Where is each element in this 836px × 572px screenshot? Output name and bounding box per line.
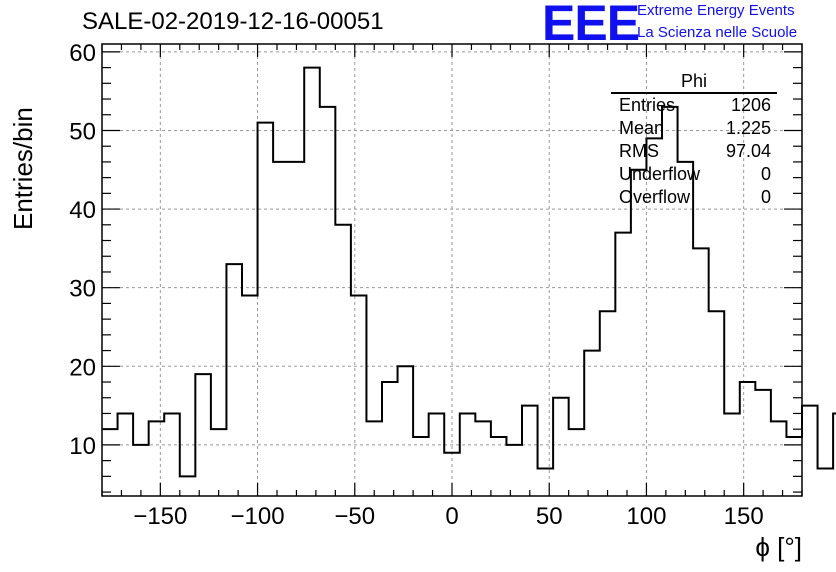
histogram-outline	[102, 66, 836, 478]
histogram-bin	[195, 374, 211, 496]
histogram-bin	[382, 382, 398, 496]
stats-value: 0	[760, 164, 771, 184]
histogram-bin	[133, 445, 149, 496]
histogram-bin	[538, 468, 554, 496]
stats-value: 1206	[730, 95, 771, 115]
y-tick-label: 40	[69, 197, 96, 224]
histogram-bin	[118, 413, 134, 496]
y-tick-label: 30	[69, 276, 96, 303]
stats-row: Underflow 0	[609, 163, 777, 186]
stats-row: RMS 97.04	[609, 140, 777, 163]
histogram-bin	[211, 429, 227, 496]
histogram-bin	[724, 413, 740, 496]
histogram-bin	[569, 429, 585, 496]
chart-title: SALE-02-2019-12-16-00051	[82, 8, 384, 35]
histogram-bin	[818, 468, 834, 496]
histogram-bin	[304, 68, 320, 496]
stats-label: Entries	[619, 95, 676, 115]
histogram-bin	[149, 421, 165, 496]
histogram-bin	[351, 296, 367, 496]
histogram-bin	[678, 162, 694, 496]
y-axis-label: Entries/bin	[8, 107, 38, 230]
histogram-bin	[460, 413, 476, 496]
eee-logo: EEE	[542, 0, 640, 51]
stats-row: Mean 1.225	[609, 117, 777, 140]
histogram-bin	[366, 421, 382, 496]
x-tick-label: 0	[445, 503, 458, 530]
y-tick-label: 20	[69, 354, 96, 381]
histogram-bin	[164, 413, 180, 496]
x-tick-label: 150	[724, 503, 764, 530]
histogram-bin	[491, 437, 507, 496]
histogram-bars	[102, 66, 836, 496]
stats-value: 1.225	[725, 118, 771, 138]
histogram-bin	[475, 421, 491, 496]
histogram-bin	[320, 107, 336, 496]
logo-line-2: La Scienza nelle Scuole	[637, 24, 798, 41]
x-tick-label: −50	[334, 503, 375, 530]
x-tick-label: −150	[133, 503, 187, 530]
histogram-bin	[429, 413, 445, 496]
stats-row: Overflow 0	[609, 186, 777, 209]
stats-label: Overflow	[619, 187, 691, 207]
histogram-bin	[553, 398, 569, 496]
histogram-bin	[506, 445, 522, 496]
histogram-bin	[398, 366, 414, 496]
histogram-bin	[786, 437, 802, 496]
histogram-bin	[242, 296, 258, 496]
histogram-bin	[584, 351, 600, 496]
histogram-bin	[226, 264, 242, 496]
x-tick-label: 100	[626, 503, 666, 530]
y-tick-label: 60	[69, 40, 96, 67]
x-tick-label: 50	[536, 503, 563, 530]
stats-name: Phi	[611, 70, 777, 94]
histogram-bin	[180, 476, 196, 496]
x-axis-label: ϕ [°]	[755, 532, 802, 562]
histogram-bin	[615, 233, 631, 496]
stats-box: Phi Entries 1206 Mean 1.225 RMS 97.04 Un…	[609, 70, 777, 209]
histogram-bin	[693, 248, 709, 496]
histogram-bin	[335, 225, 351, 496]
logo-line-1: Extreme Energy Events	[637, 2, 795, 19]
stats-value: 0	[760, 187, 771, 207]
histogram-bin	[740, 382, 756, 496]
histogram-bin	[522, 406, 538, 496]
histogram-bin	[600, 311, 616, 496]
histogram-bin	[771, 421, 787, 496]
stats-value: 97.04	[725, 141, 771, 161]
histogram-bin	[102, 429, 118, 496]
stats-label: Underflow	[619, 164, 701, 184]
histogram-bin	[631, 170, 647, 496]
x-tick-label: −100	[231, 503, 285, 530]
histogram-bin	[258, 123, 274, 496]
histogram-bin	[289, 162, 305, 496]
y-tick-label: 10	[69, 433, 96, 460]
stats-label: Mean	[619, 118, 665, 138]
y-tick-label: 50	[69, 118, 96, 145]
stats-row: Entries 1206	[609, 94, 777, 117]
histogram-bin	[273, 162, 289, 496]
histogram-bin	[802, 406, 818, 496]
axis-ticks	[101, 44, 803, 496]
histogram-bin	[755, 390, 771, 496]
histogram-bin	[709, 311, 725, 496]
axis-tick-labels: −150 −100 −50 0 50 100 150 10 20 30 40 50 60	[69, 40, 763, 530]
histogram-bin	[413, 437, 429, 496]
stats-label: RMS	[619, 141, 659, 161]
